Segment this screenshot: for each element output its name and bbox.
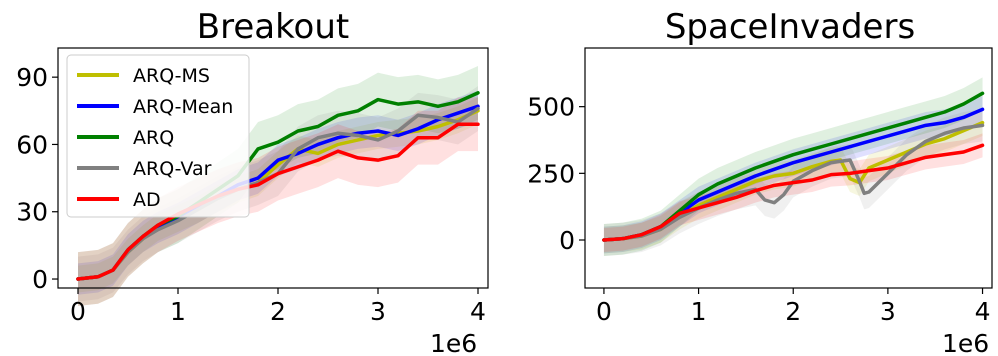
legend-label: ARQ-Var (133, 158, 212, 180)
y-tick-label: 0 (559, 226, 575, 255)
plot-area: 0 1 2 3 4 0 30 60 90 ARQ-MS ARQ-Mean ARQ ARQ-Var AD (16, 48, 488, 326)
plot-area: 0 1 2 3 4 0 250 500 (527, 48, 992, 326)
legend-label: ARQ (133, 127, 174, 149)
x-tick-label: 2 (270, 297, 286, 326)
legend-label: ARQ-Mean (133, 96, 233, 118)
x-scale-label: 1e6 (942, 329, 989, 356)
x-tick-label: 1 (170, 297, 186, 326)
chart-spaceinvaders: SpaceInvaders 0 1 2 3 4 0 250 500 1e6 (527, 7, 992, 356)
y-tick-label: 90 (16, 63, 48, 92)
legend-label: AD (133, 189, 161, 211)
x-tick-label: 0 (70, 297, 86, 326)
legend: ARQ-MS ARQ-Mean ARQ ARQ-Var AD (67, 55, 249, 217)
legend-label: ARQ-MS (133, 65, 210, 87)
x-scale-label: 1e6 (430, 329, 477, 356)
y-tick-label: 0 (32, 265, 48, 294)
y-tick-label: 250 (527, 159, 575, 188)
x-tick-label: 4 (470, 297, 486, 326)
chart-title: SpaceInvaders (665, 7, 915, 47)
y-tick-label: 500 (527, 93, 575, 122)
y-tick-label: 60 (16, 130, 48, 159)
x-tick-label: 2 (785, 297, 801, 326)
x-tick-label: 1 (691, 297, 707, 326)
x-tick-label: 3 (880, 297, 896, 326)
chart-title: Breakout (197, 7, 349, 47)
x-tick-label: 0 (596, 297, 612, 326)
x-tick-label: 3 (370, 297, 386, 326)
x-tick-label: 4 (975, 297, 991, 326)
y-tick-label: 30 (16, 198, 48, 227)
